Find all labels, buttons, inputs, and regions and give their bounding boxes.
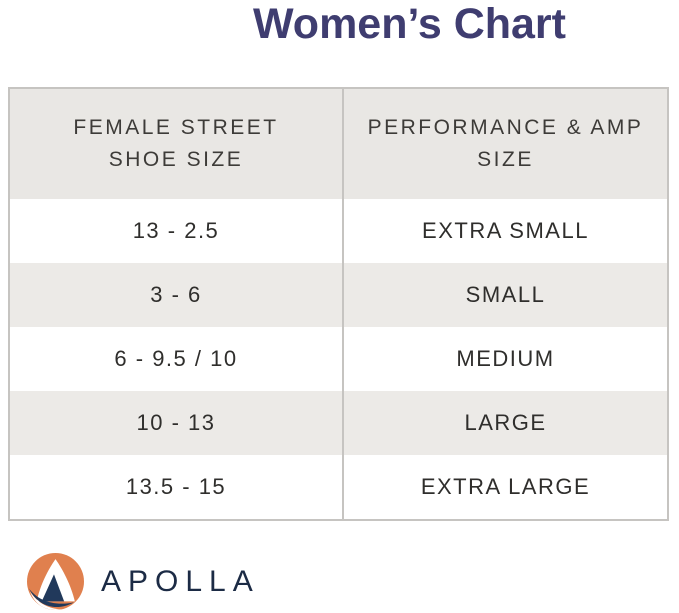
table-row: 10 - 13 LARGE xyxy=(9,391,668,455)
shoe-size-cell: 3 - 6 xyxy=(9,263,343,327)
shoe-size-cell: 13.5 - 15 xyxy=(9,455,343,520)
header-line: SHOE SIZE xyxy=(108,148,244,171)
header-line: FEMALE STREET xyxy=(73,116,279,139)
shoe-size-cell: 10 - 13 xyxy=(9,391,343,455)
amp-size-cell: MEDIUM xyxy=(342,327,668,391)
page-title: Women’s Chart xyxy=(253,0,566,48)
header-row: FEMALE STREET SHOE SIZE PERFORMANCE & AM… xyxy=(9,88,668,199)
column-header-shoe-size: FEMALE STREET SHOE SIZE xyxy=(9,88,343,199)
table-header: FEMALE STREET SHOE SIZE PERFORMANCE & AM… xyxy=(9,88,668,199)
brand-wordmark: APOLLA xyxy=(101,564,260,598)
amp-size-cell: EXTRA LARGE xyxy=(342,455,668,520)
amp-size-cell: SMALL xyxy=(342,263,668,327)
shoe-size-cell: 13 - 2.5 xyxy=(9,199,343,263)
header-line: SIZE xyxy=(477,148,534,171)
header-line: PERFORMANCE & AMP xyxy=(367,116,644,139)
table-row: 3 - 6 SMALL xyxy=(9,263,668,327)
column-header-amp-size: PERFORMANCE & AMP SIZE xyxy=(342,88,668,199)
size-chart-table: FEMALE STREET SHOE SIZE PERFORMANCE & AM… xyxy=(8,87,669,521)
shoe-size-cell: 6 - 9.5 / 10 xyxy=(9,327,343,391)
table-row: 6 - 9.5 / 10 MEDIUM xyxy=(9,327,668,391)
table-row: 13.5 - 15 EXTRA LARGE xyxy=(9,455,668,520)
amp-size-cell: EXTRA SMALL xyxy=(342,199,668,263)
table-row: 13 - 2.5 EXTRA SMALL xyxy=(9,199,668,263)
apolla-logo-icon xyxy=(27,553,84,610)
brand-logo: APOLLA xyxy=(27,553,260,610)
table-body: 13 - 2.5 EXTRA SMALL 3 - 6 SMALL 6 - 9.5… xyxy=(9,199,668,520)
amp-size-cell: LARGE xyxy=(342,391,668,455)
